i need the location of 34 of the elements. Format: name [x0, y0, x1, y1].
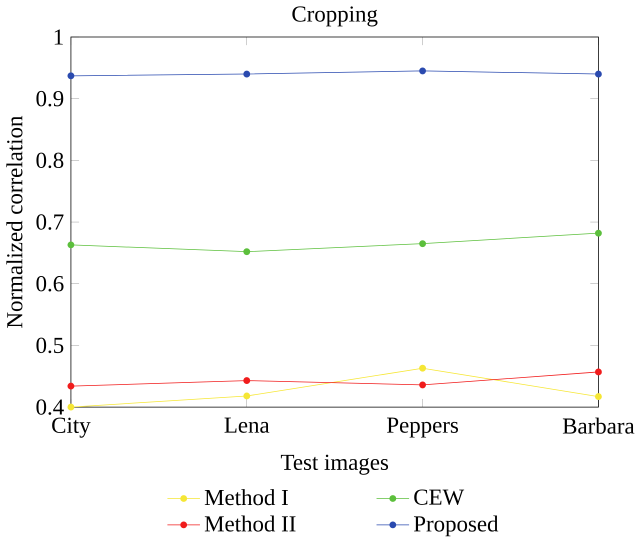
y-tick-label: 0.8 [36, 152, 64, 168]
chart-title: Cropping [292, 6, 378, 27]
point [419, 382, 426, 388]
point [243, 377, 250, 384]
legend-label: Proposed [414, 516, 498, 536]
y-tick-label: 0.4 [36, 399, 64, 415]
y-tick-label: 0.9 [36, 90, 64, 107]
legend-label: Method II [204, 516, 296, 532]
x-tick-label: City [52, 418, 91, 438]
x-tick-label: Lena [224, 418, 270, 433]
y-axis-title: Normalized correlation [6, 116, 22, 328]
point [419, 364, 426, 372]
point [67, 404, 74, 411]
point [594, 393, 602, 400]
x-tick-label: Peppers [387, 418, 458, 438]
point [67, 382, 74, 390]
x-axis-title: Test images [280, 454, 388, 475]
point [419, 68, 426, 74]
legend-label: CEW [414, 490, 464, 506]
point [243, 70, 250, 78]
point [243, 248, 250, 256]
legend-label: Method I [204, 489, 288, 506]
y-tick-label: 0.6 [36, 276, 64, 292]
point [67, 242, 74, 248]
y-tick-label: 1 [54, 30, 63, 45]
point [594, 70, 602, 78]
point [243, 392, 250, 400]
y-tick-label: 0.7 [36, 214, 64, 230]
point [594, 230, 602, 237]
point [67, 72, 74, 80]
point [594, 368, 602, 376]
y-tick-label: 0.5 [36, 338, 64, 354]
x-tick-label: Barbara [562, 418, 634, 434]
point [419, 240, 426, 248]
